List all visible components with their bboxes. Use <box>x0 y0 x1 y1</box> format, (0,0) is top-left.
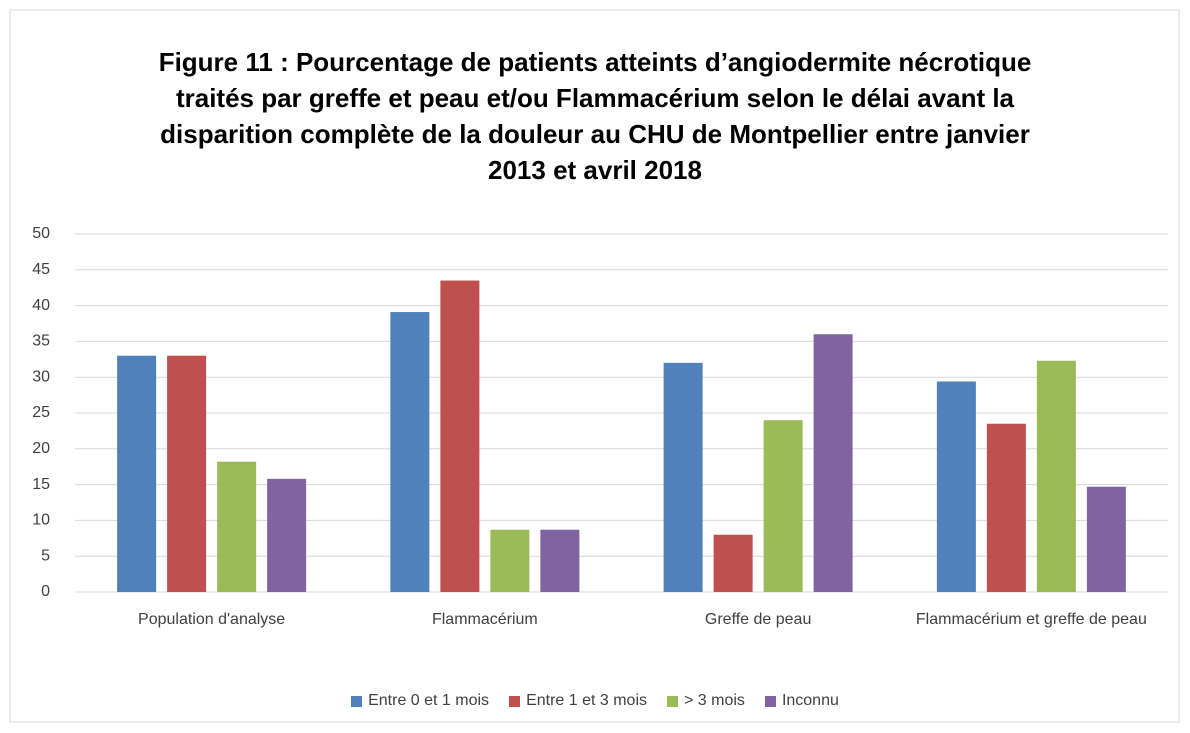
y-tick-label: 50 <box>32 225 50 242</box>
x-tick-label: Flammacérium <box>431 611 538 628</box>
bar <box>167 355 207 592</box>
bar <box>713 534 753 592</box>
bar <box>1036 360 1076 592</box>
bar <box>540 529 580 592</box>
legend-label: Entre 1 et 3 mois <box>526 692 648 709</box>
y-tick-label: 30 <box>32 368 50 385</box>
bar <box>813 334 853 592</box>
chart-title: Figure 11 : Pourcentage de patients atte… <box>158 47 1032 185</box>
legend-swatch <box>667 695 679 707</box>
bar <box>763 420 803 592</box>
y-tick-label: 40 <box>32 297 50 314</box>
bar <box>267 478 307 592</box>
legend-item: Entre 0 et 1 mois <box>351 692 489 710</box>
bar <box>490 529 530 592</box>
x-tick-label: Population d'analyse <box>138 611 286 628</box>
legend-swatch <box>509 695 521 707</box>
bar <box>1086 486 1126 592</box>
bar <box>217 461 257 592</box>
y-tick-label: 0 <box>41 583 50 600</box>
bar <box>936 381 976 592</box>
x-tick-label: Flammacérium et greffe de peau <box>915 611 1147 628</box>
x-tick-label: Greffe de peau <box>704 611 812 628</box>
legend-label: Inconnu <box>781 692 839 709</box>
legend-item: Entre 1 et 3 mois <box>509 692 647 710</box>
y-tick-label: 15 <box>32 476 50 493</box>
legend-swatch <box>764 695 776 707</box>
legend-swatch <box>351 695 363 707</box>
bar <box>986 423 1026 592</box>
y-tick-label: 45 <box>32 261 50 278</box>
bar <box>440 280 480 592</box>
y-tick-label: 10 <box>32 512 50 529</box>
legend-label: Entre 0 et 1 mois <box>368 692 490 709</box>
y-tick-label: 35 <box>32 333 50 350</box>
y-tick-label: 20 <box>32 440 50 457</box>
bar <box>390 312 430 592</box>
y-tick-label: 25 <box>32 404 50 421</box>
legend-label: > 3 mois <box>684 692 745 709</box>
y-tick-label: 5 <box>41 547 50 564</box>
legend: Entre 0 et 1 mois Entre 1 et 3 mois > 3 mo… <box>0 692 1190 710</box>
legend-item: > 3 mois <box>667 692 745 710</box>
legend-item: Inconnu <box>764 692 839 710</box>
bar <box>117 355 157 592</box>
bar <box>663 362 703 592</box>
